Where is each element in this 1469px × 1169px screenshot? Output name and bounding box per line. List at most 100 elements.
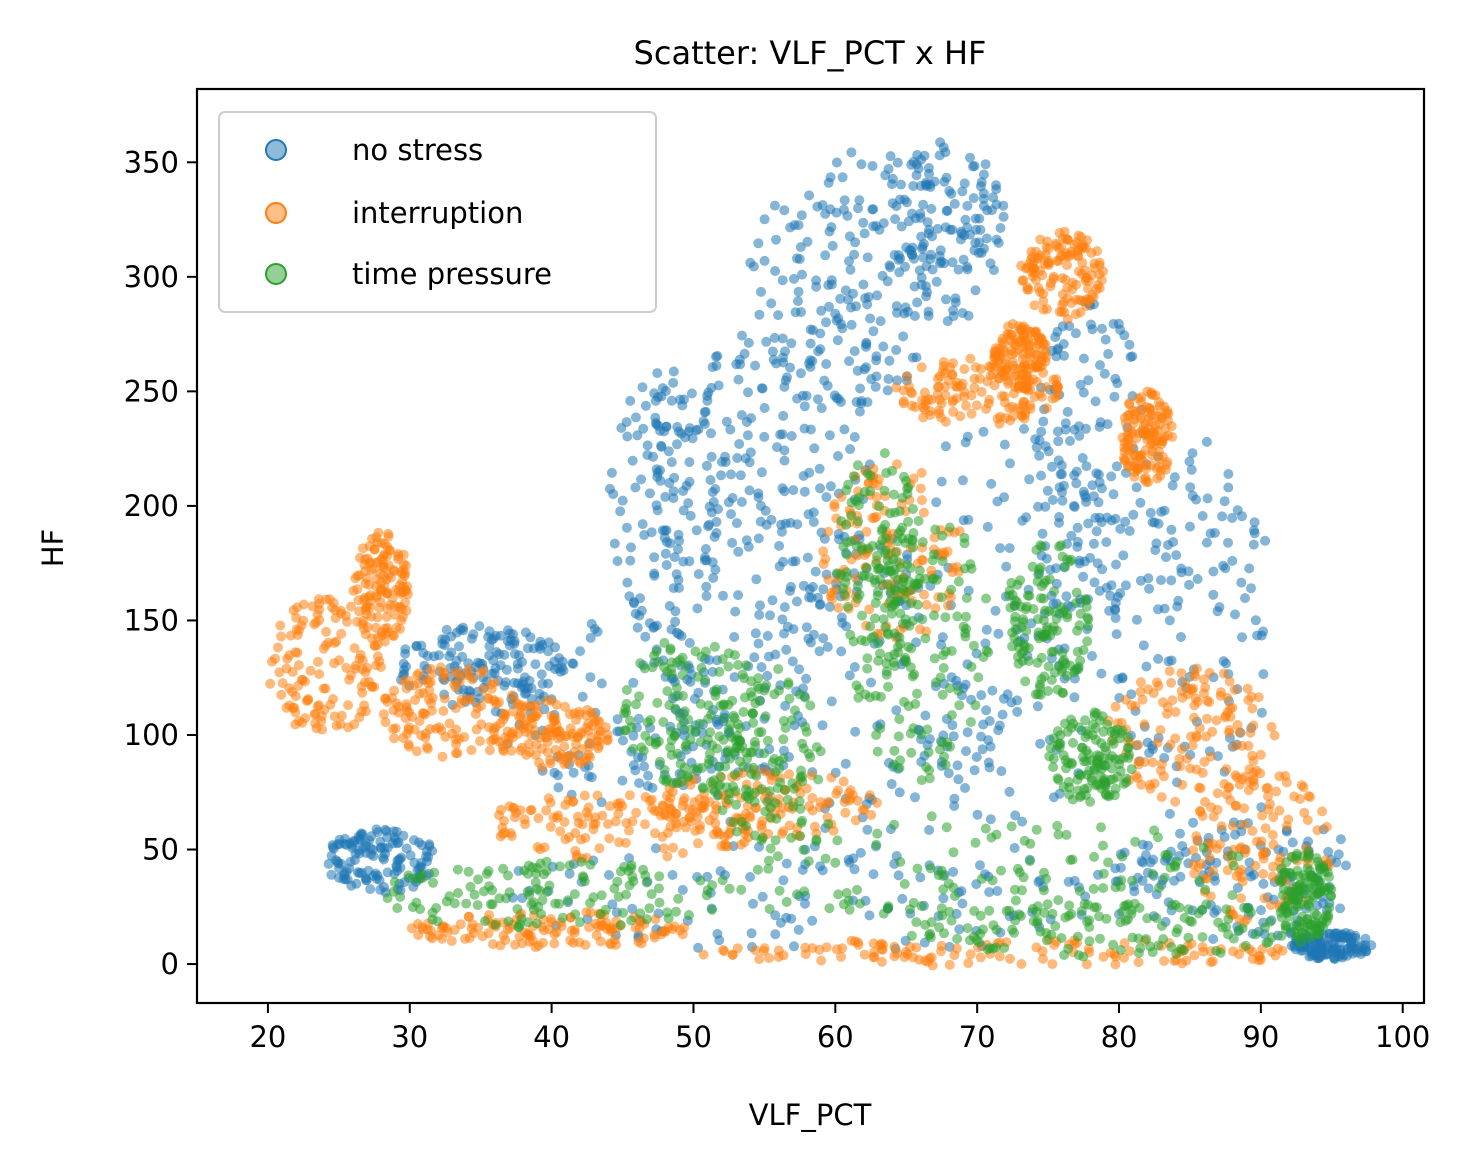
data-point — [818, 633, 829, 644]
data-point — [1084, 294, 1095, 305]
data-point — [868, 938, 879, 949]
data-point — [747, 708, 758, 719]
data-point — [830, 857, 841, 868]
data-point — [353, 845, 364, 856]
data-point — [1156, 575, 1166, 586]
data-point — [966, 408, 977, 419]
data-point — [759, 431, 770, 442]
data-point — [1239, 803, 1250, 814]
data-point — [772, 851, 783, 862]
data-point — [698, 783, 709, 794]
data-point — [950, 293, 961, 304]
data-point — [572, 732, 583, 743]
data-point — [999, 439, 1010, 450]
data-point — [1237, 632, 1247, 643]
data-point — [1031, 824, 1042, 835]
data-point — [1130, 836, 1141, 847]
data-point — [952, 760, 963, 771]
data-point — [1250, 860, 1261, 871]
data-point — [997, 391, 1007, 401]
data-point — [800, 898, 810, 909]
data-point — [745, 747, 756, 758]
data-point — [685, 734, 696, 745]
data-point — [778, 875, 789, 886]
data-point — [963, 514, 974, 525]
data-point — [352, 584, 363, 595]
data-point — [651, 737, 662, 748]
data-point — [885, 508, 896, 519]
data-point — [908, 156, 919, 167]
data-point — [673, 575, 684, 585]
data-point — [898, 576, 909, 587]
data-point — [321, 626, 332, 637]
data-point — [1089, 851, 1100, 862]
data-point — [1029, 300, 1040, 311]
data-point — [786, 431, 797, 441]
data-point — [885, 596, 896, 606]
data-point — [450, 703, 461, 714]
data-point — [1137, 857, 1148, 868]
data-point — [813, 774, 824, 785]
data-point — [889, 489, 899, 500]
data-point — [699, 407, 710, 418]
data-point — [394, 580, 405, 591]
data-point — [704, 748, 715, 759]
data-point — [813, 346, 824, 357]
data-point — [1105, 590, 1116, 601]
data-point — [660, 491, 671, 502]
data-point — [585, 672, 596, 683]
data-point — [1256, 905, 1266, 916]
data-point — [774, 885, 785, 896]
data-point — [778, 716, 789, 726]
data-point — [368, 563, 379, 574]
data-point — [1128, 509, 1139, 520]
data-point — [1109, 391, 1120, 402]
data-point — [718, 945, 728, 955]
data-point — [1328, 943, 1339, 954]
data-point — [889, 819, 900, 830]
data-point — [985, 741, 996, 752]
data-point — [936, 903, 947, 914]
data-point — [786, 715, 797, 726]
data-point — [978, 719, 989, 730]
data-point — [976, 386, 987, 397]
data-point — [714, 935, 725, 946]
data-point — [411, 641, 422, 652]
data-point — [1046, 277, 1056, 288]
data-point — [673, 426, 684, 437]
data-point — [680, 741, 691, 752]
data-point — [1024, 259, 1035, 270]
data-point — [908, 952, 919, 963]
data-point — [782, 794, 793, 805]
data-point — [1176, 744, 1187, 754]
data-point — [787, 656, 798, 667]
data-point — [1091, 468, 1102, 479]
data-point — [382, 893, 393, 904]
data-point — [560, 701, 571, 712]
data-point — [1138, 640, 1149, 651]
data-point — [1094, 260, 1105, 271]
data-point — [829, 501, 840, 512]
data-point — [893, 870, 904, 881]
data-point — [699, 803, 709, 813]
data-point — [650, 412, 661, 423]
data-point — [920, 710, 931, 721]
data-point — [1186, 731, 1196, 742]
data-point — [692, 603, 703, 614]
data-point — [421, 851, 432, 862]
data-point — [960, 214, 971, 225]
data-point — [822, 641, 833, 652]
data-point — [726, 509, 736, 520]
data-point — [1212, 751, 1223, 762]
data-point — [1329, 928, 1340, 939]
data-point — [1001, 906, 1012, 916]
data-point — [673, 583, 684, 593]
data-point — [1055, 738, 1066, 749]
data-point — [409, 857, 420, 868]
data-point — [971, 752, 982, 762]
data-point — [1219, 496, 1230, 507]
data-point — [875, 316, 886, 327]
data-point — [1053, 436, 1064, 447]
data-point — [1043, 260, 1054, 270]
data-point — [915, 212, 926, 223]
